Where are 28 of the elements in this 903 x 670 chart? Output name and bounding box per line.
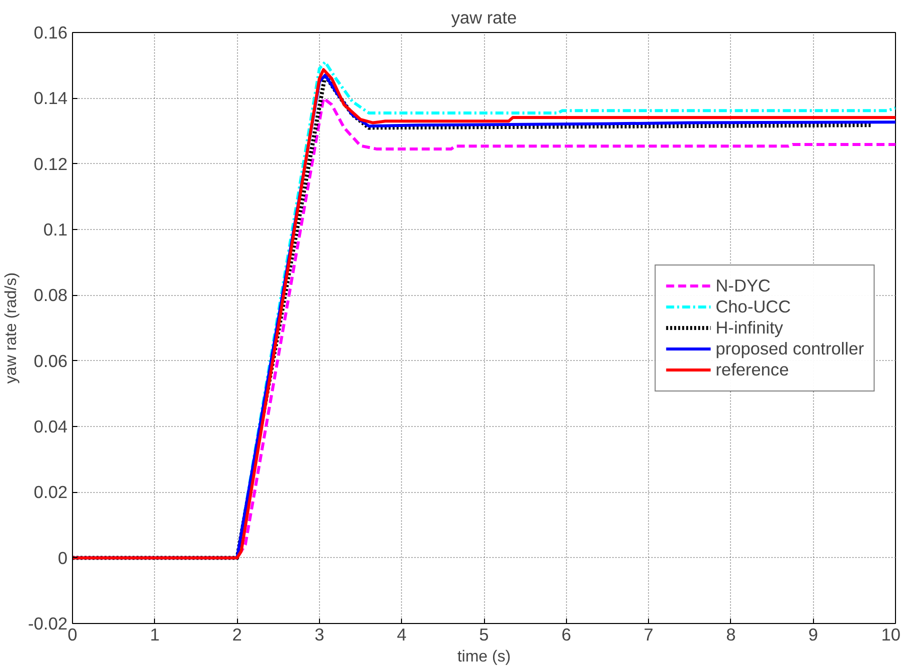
legend-label: H-infinity	[716, 317, 784, 338]
x-axis-title: time (s)	[457, 648, 511, 666]
x-tick-label: 3	[314, 624, 324, 644]
legend-label: Cho-UCC	[716, 296, 791, 317]
x-tick-label: 2	[232, 624, 242, 644]
y-tick-label: 0	[58, 548, 68, 568]
x-tick-label: 7	[644, 624, 654, 644]
x-tick-label: 6	[561, 624, 572, 644]
y-tick-label: 0.06	[34, 350, 68, 371]
y-tick-label: 0.12	[34, 154, 68, 174]
chart-title: yaw rate	[451, 8, 517, 28]
x-tick-label: 5	[479, 624, 489, 644]
x-tick-label: 4	[396, 624, 407, 644]
x-tick-label: 1	[150, 624, 160, 644]
y-tick-label: 0.02	[34, 482, 68, 502]
legend-label: N-DYC	[716, 275, 771, 296]
legend-label: proposed controller	[716, 338, 864, 359]
y-axis-title: yaw rate (rad/s)	[3, 272, 20, 384]
y-tick-label: 0.1	[43, 220, 68, 240]
y-tick-label: 0.08	[34, 285, 68, 306]
y-tick-label: 0.04	[34, 416, 68, 436]
y-tick-label: -0.02	[28, 614, 68, 634]
x-tick-label: 8	[726, 624, 736, 644]
legend-label: reference	[716, 359, 789, 380]
y-tick-label: 0.16	[34, 22, 68, 42]
x-tick-label: 10	[881, 624, 901, 644]
y-tick-label: 0.14	[34, 88, 68, 108]
x-tick-label: 9	[808, 624, 818, 644]
